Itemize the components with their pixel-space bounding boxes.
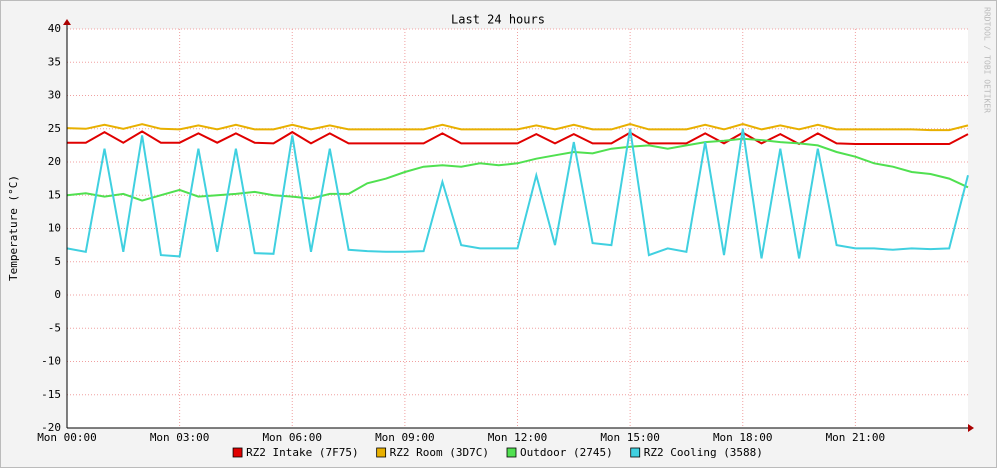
chart-title: Last 24 hours <box>451 13 545 27</box>
x-tick-label: Mon 09:00 <box>375 431 435 444</box>
legend-swatch <box>376 447 387 458</box>
y-tick-label: -5 <box>48 321 61 334</box>
legend-item: RZ2 Intake (7F75) <box>232 446 359 459</box>
y-tick-label: 40 <box>48 22 61 35</box>
y-tick-label: 15 <box>48 188 61 201</box>
series-line <box>66 128 969 259</box>
y-tick-label: 5 <box>54 255 61 268</box>
y-axis-arrow <box>63 19 71 25</box>
series-line <box>66 123 969 132</box>
legend-item: Outdoor (2745) <box>506 446 613 459</box>
y-axis-label: Temperature (°C) <box>7 175 20 281</box>
legend-label: RZ2 Room (3D7C) <box>390 446 489 459</box>
watermark: RRDTOOL / TOBI OETIKER <box>983 7 992 113</box>
y-tick-label: 25 <box>48 122 61 135</box>
y-tick-label: -10 <box>41 355 61 368</box>
legend-label: RZ2 Cooling (3588) <box>644 446 763 459</box>
legend: RZ2 Intake (7F75) RZ2 Room (3D7C) Outdoor … <box>232 446 763 459</box>
y-tick-label: 30 <box>48 89 61 102</box>
y-tick-label: 20 <box>48 155 61 168</box>
x-tick-label: Mon 03:00 <box>150 431 210 444</box>
x-tick-label: Mon 18:00 <box>713 431 773 444</box>
y-tick-label: 35 <box>48 55 61 68</box>
x-tick-label: Mon 21:00 <box>826 431 886 444</box>
x-tick-label: Mon 06:00 <box>262 431 322 444</box>
legend-swatch <box>506 447 517 458</box>
series-line <box>66 137 969 202</box>
legend-label: Outdoor (2745) <box>520 446 613 459</box>
legend-label: RZ2 Intake (7F75) <box>246 446 359 459</box>
legend-swatch <box>630 447 641 458</box>
y-tick-label: -20 <box>41 421 61 434</box>
lines <box>66 123 969 259</box>
legend-item: RZ2 Cooling (3588) <box>630 446 763 459</box>
x-axis-arrow <box>968 424 974 432</box>
x-tick-label: Mon 15:00 <box>600 431 660 444</box>
x-tick-label: Mon 00:00 <box>37 431 97 444</box>
y-tick-label: -15 <box>41 388 61 401</box>
series-line <box>67 130 969 146</box>
legend-swatch <box>232 447 243 458</box>
y-tick-label: 0 <box>54 288 61 301</box>
legend-item: RZ2 Room (3D7C) <box>376 446 489 459</box>
x-tick-label: Mon 12:00 <box>488 431 548 444</box>
axes <box>63 19 974 432</box>
y-tick-label: 10 <box>48 222 61 235</box>
